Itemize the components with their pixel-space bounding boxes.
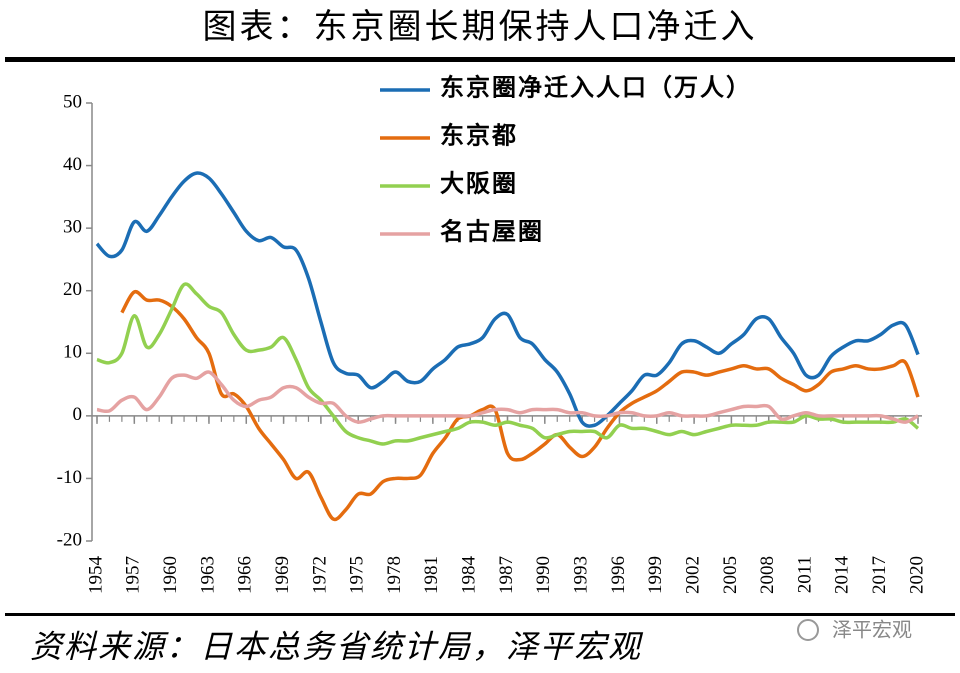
x-tick-label: 2002 xyxy=(682,556,703,594)
footer-rule xyxy=(5,613,955,616)
x-tick-label: 2014 xyxy=(832,556,853,595)
x-tick-label: 1960 xyxy=(160,556,181,594)
legend-label: 东京圈净迁入人口（万人） xyxy=(440,74,752,102)
x-tick-label: 1984 xyxy=(459,556,480,595)
x-tick-label: 1999 xyxy=(645,556,666,594)
x-tick-label: 1981 xyxy=(421,556,442,594)
x-tick-label: 1969 xyxy=(272,556,293,594)
x-tick-label: 2020 xyxy=(906,556,927,594)
series-line xyxy=(96,370,919,424)
x-tick-label: 1975 xyxy=(347,556,368,594)
series-line xyxy=(95,171,920,428)
x-tick-label: 1954 xyxy=(85,556,106,595)
y-tick-label: 20 xyxy=(63,279,82,300)
x-tick-label: 1963 xyxy=(197,556,218,594)
x-tick-label: 2017 xyxy=(869,556,890,594)
x-tick-label: 2008 xyxy=(757,556,778,594)
x-tick-label: 1978 xyxy=(384,556,405,594)
watermark-icon xyxy=(797,619,819,641)
series-line xyxy=(96,282,920,446)
x-tick-label: 1987 xyxy=(496,556,517,594)
y-tick-label: 0 xyxy=(73,404,83,425)
y-tick-label: 30 xyxy=(63,217,82,238)
watermark: 泽平宏观 xyxy=(832,618,912,642)
x-tick-label: 1990 xyxy=(533,556,554,594)
x-tick-label: 2011 xyxy=(794,556,815,593)
legend-label: 名古屋圈 xyxy=(440,218,544,246)
x-tick-label: 2005 xyxy=(720,556,741,594)
x-tick-label: 1957 xyxy=(123,556,144,594)
x-tick-label: 1996 xyxy=(608,556,629,594)
title-rule xyxy=(5,57,955,62)
legend-label: 大阪圈 xyxy=(440,171,518,198)
series-line xyxy=(120,289,920,522)
y-tick-label: -10 xyxy=(57,467,82,488)
y-tick-label: 10 xyxy=(63,342,82,363)
source-note: 资料来源：日本总务省统计局，泽平宏观 xyxy=(30,628,644,664)
x-tick-label: 1993 xyxy=(570,556,591,594)
legend-label: 东京都 xyxy=(440,122,518,150)
chart-title: 图表：东京圈长期保持人口净迁入 xyxy=(203,8,758,46)
x-tick-label: 1966 xyxy=(235,556,256,594)
x-tick-label: 1972 xyxy=(309,556,330,594)
y-tick-label: -20 xyxy=(57,529,82,550)
y-tick-label: 40 xyxy=(63,154,82,175)
y-tick-label: 50 xyxy=(63,91,82,112)
